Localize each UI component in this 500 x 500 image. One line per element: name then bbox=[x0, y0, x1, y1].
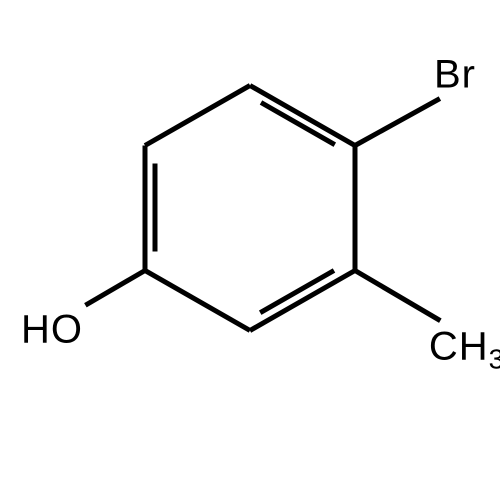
bond-line bbox=[84, 268, 147, 307]
bond-line bbox=[249, 268, 356, 332]
chemical-structure-canvas: Br CH3 HO bbox=[0, 0, 500, 500]
bond-line bbox=[353, 145, 358, 270]
bond-line bbox=[144, 268, 251, 332]
ch3-sub: 3 bbox=[489, 344, 500, 375]
methyl-label: CH3 bbox=[429, 325, 500, 376]
bond-line bbox=[144, 83, 251, 147]
bond-line bbox=[153, 164, 158, 252]
bond-line bbox=[260, 268, 336, 314]
br-text: Br bbox=[434, 53, 476, 97]
bond-line bbox=[260, 101, 336, 147]
bond-line bbox=[143, 145, 148, 270]
bond-line bbox=[354, 96, 441, 147]
ch3-text: CH bbox=[429, 325, 489, 369]
bromine-label: Br bbox=[434, 53, 476, 98]
hydroxyl-label: HO bbox=[21, 308, 83, 353]
bond-line bbox=[249, 83, 356, 147]
bond-line bbox=[354, 268, 442, 322]
oh-text: HO bbox=[21, 308, 83, 352]
